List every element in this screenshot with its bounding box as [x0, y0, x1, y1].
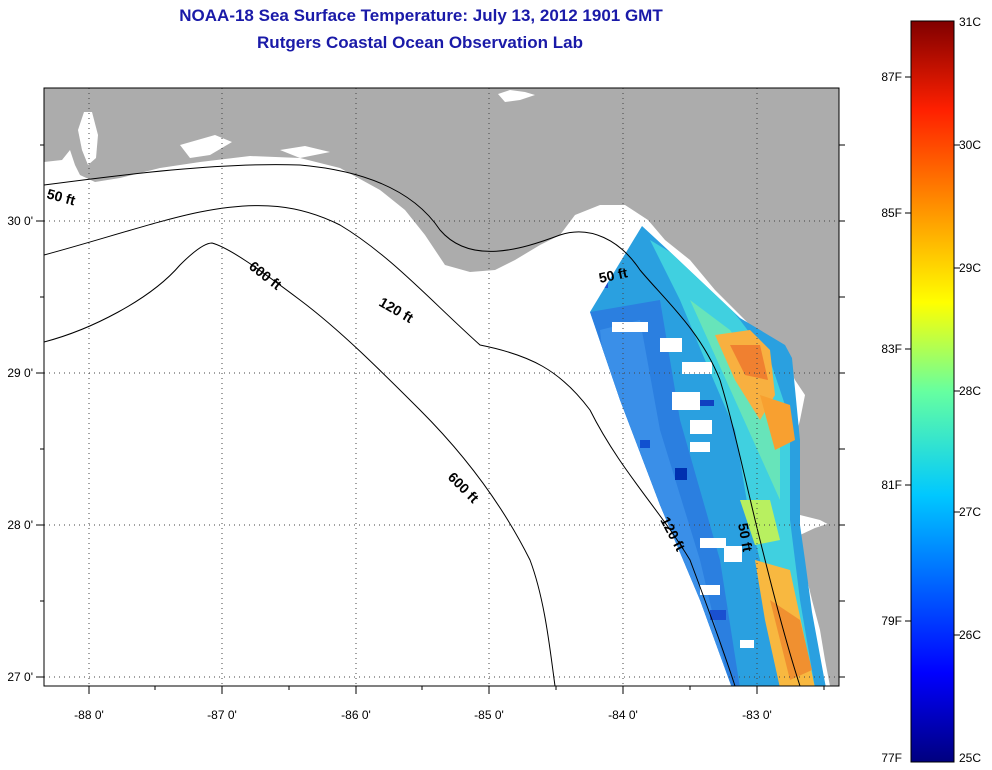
colorbar-c-label: 25C — [959, 751, 981, 765]
mobile-bay — [78, 112, 98, 165]
colorbar-f-label: 87F — [881, 70, 902, 84]
lon-tick-label: -85 0' — [474, 708, 504, 722]
colorbar-f-label: 85F — [881, 206, 902, 220]
colorbar-c-label: 30C — [959, 138, 981, 152]
land-area — [44, 88, 839, 530]
colorbar-f-label: 79F — [881, 614, 902, 628]
lon-tick-label: -87 0' — [207, 708, 237, 722]
lat-tick-label: 30 0' — [7, 214, 33, 228]
choctaw-bay — [280, 146, 330, 158]
contour-label-50ft-west: 50 ft — [45, 185, 77, 208]
contour-label-50ft-bigbend: 50 ft — [597, 264, 629, 286]
pensacola-bay — [180, 135, 232, 158]
land-south — [800, 520, 839, 686]
lake-okeechobee-hint — [498, 90, 535, 102]
colorbar-f-label: 81F — [881, 478, 902, 492]
lon-tick-label: -86 0' — [341, 708, 371, 722]
colorbar-c-label: 27C — [959, 505, 981, 519]
colorbar-c-label: 31C — [959, 15, 981, 29]
colorbar-c-label: 26C — [959, 628, 981, 642]
title-line2: Rutgers Coastal Ocean Observation Lab — [257, 33, 583, 52]
lat-tick-label: 28 0' — [7, 518, 33, 532]
lat-tick-label: 29 0' — [7, 366, 33, 380]
lat-tick-label: 27 0' — [7, 670, 33, 684]
colorbar-c-label: 29C — [959, 261, 981, 275]
contour-label-50ft-south: 50 ft — [735, 522, 756, 553]
lon-tick-label: -83 0' — [742, 708, 772, 722]
title-line1: NOAA-18 Sea Surface Temperature: July 13… — [179, 6, 663, 25]
lon-tick-label: -88 0' — [74, 708, 104, 722]
colorbar-ticks — [905, 76, 960, 636]
colorbar-c-label: 28C — [959, 384, 981, 398]
contour-50ft — [44, 164, 801, 686]
lon-tick-label: -84 0' — [608, 708, 638, 722]
colorbar-f-label: 83F — [881, 342, 902, 356]
frame-ticks — [36, 144, 845, 694]
colorbar-f-label: 77F — [881, 751, 902, 765]
contour-120ft — [44, 205, 736, 686]
colorbar — [910, 20, 955, 763]
contour-600ft — [44, 242, 556, 686]
